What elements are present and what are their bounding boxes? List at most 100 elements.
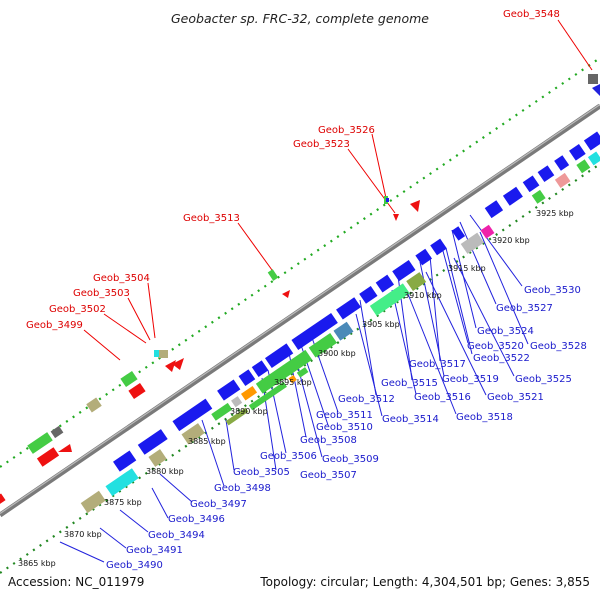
gene-blue bbox=[238, 369, 256, 387]
gene-pink bbox=[554, 172, 571, 188]
gene-label: Geob_3512 bbox=[338, 394, 395, 405]
gene-blue bbox=[359, 285, 378, 304]
kbp-label: 3890 kbp bbox=[230, 407, 268, 416]
gene-label: Geob_3527 bbox=[496, 303, 553, 314]
map-title: Geobacter sp. FRC-32, complete genome bbox=[171, 11, 429, 26]
gene-orange bbox=[288, 374, 297, 384]
kbp-label: 3920 kbp bbox=[492, 236, 530, 245]
outer-gene-track bbox=[0, 74, 600, 507]
gene-red-arrow bbox=[282, 290, 290, 298]
gene-label: Geob_3518 bbox=[456, 412, 513, 423]
kbp-label: 3865 kbp bbox=[18, 559, 56, 568]
gene-label: Geob_3499 bbox=[26, 320, 83, 331]
gene-label: Geob_3514 bbox=[382, 414, 439, 425]
gene-red-arrow bbox=[58, 444, 72, 452]
inner-gene-band bbox=[80, 131, 600, 514]
gene-label: Geob_3522 bbox=[473, 353, 530, 364]
gene-blue bbox=[137, 429, 168, 455]
gene-blue bbox=[386, 198, 389, 202]
gene-blue bbox=[554, 155, 570, 171]
accession-text: Accession: NC_011979 bbox=[8, 575, 144, 589]
gene-khaki bbox=[80, 490, 106, 514]
gene-orange bbox=[240, 385, 258, 401]
gene-blue bbox=[251, 360, 269, 378]
gene-blue bbox=[415, 248, 433, 266]
gene-red bbox=[36, 447, 60, 467]
gene-blue-arrow bbox=[592, 84, 600, 96]
gene-blue bbox=[522, 175, 540, 193]
gene-red bbox=[0, 493, 6, 507]
gene-green-light bbox=[369, 283, 410, 316]
gene-blue bbox=[291, 312, 338, 350]
gene-magenta bbox=[480, 224, 495, 239]
kbp-label: 3895 kbp bbox=[274, 378, 312, 387]
gene-label: Geob_3498 bbox=[214, 483, 271, 494]
gene-red-arrow bbox=[172, 358, 184, 370]
gene-green bbox=[27, 432, 53, 454]
gene-label: Geob_3496 bbox=[168, 514, 225, 525]
gene-gray bbox=[50, 425, 64, 439]
gene-label: Geob_3525 bbox=[515, 374, 572, 385]
gene-label: Geob_3503 bbox=[73, 288, 130, 299]
gene-khaki bbox=[86, 397, 102, 413]
gene-blue bbox=[502, 186, 523, 206]
gene-label: Geob_3504 bbox=[93, 273, 150, 284]
gene-green bbox=[120, 370, 138, 388]
blue-gene-labels: Geob_3530 Geob_3527 Geob_3528 Geob_3524 … bbox=[106, 285, 587, 571]
gene-label: Geob_3507 bbox=[300, 470, 357, 481]
gene-blue bbox=[430, 238, 447, 256]
gene-khaki bbox=[148, 449, 167, 467]
gene-label: Geob_3530 bbox=[524, 285, 581, 296]
gene-label: Geob_3491 bbox=[126, 545, 183, 556]
gene-label: Geob_3510 bbox=[316, 422, 373, 433]
gene-green bbox=[308, 332, 337, 358]
gene-green bbox=[248, 381, 287, 411]
gene-label: Geob_3519 bbox=[442, 374, 499, 385]
gene-red-arrow bbox=[410, 200, 420, 212]
kbp-label: 3925 kbp bbox=[536, 209, 574, 218]
red-gene-labels: Geob_3548 Geob_3526 Geob_3523 Geob_3513 … bbox=[26, 9, 560, 331]
kbp-label: 3905 kbp bbox=[362, 320, 400, 329]
gene-green bbox=[255, 349, 313, 394]
gene-label: Geob_3513 bbox=[183, 213, 240, 224]
gene-green bbox=[267, 269, 279, 281]
gene-blue bbox=[113, 450, 137, 472]
gene-green bbox=[576, 159, 591, 174]
kbp-label: 3870 kbp bbox=[64, 530, 102, 539]
gene-cyan bbox=[105, 468, 139, 497]
topology-text: Topology: circular; Length: 4,304,501 bp… bbox=[259, 575, 590, 589]
gene-gray bbox=[231, 396, 243, 408]
gene-gray bbox=[588, 74, 598, 84]
gene-label: Geob_3509 bbox=[322, 454, 379, 465]
gene-label: Geob_3521 bbox=[487, 392, 544, 403]
kbp-label: 3900 kbp bbox=[318, 349, 356, 358]
gene-label: Geob_3520 bbox=[467, 341, 524, 352]
gene-green bbox=[296, 367, 309, 378]
genome-backbone bbox=[0, 103, 600, 518]
gene-blue bbox=[172, 398, 213, 432]
gene-label: Geob_3526 bbox=[318, 125, 375, 136]
kbp-label: 3875 kbp bbox=[104, 498, 142, 507]
gene-olive bbox=[225, 407, 249, 426]
outer-tick-row bbox=[0, 57, 600, 468]
gene-blue bbox=[484, 200, 504, 219]
gene-green bbox=[531, 189, 546, 204]
gene-label: Geob_3528 bbox=[530, 341, 587, 352]
gene-blue bbox=[265, 343, 294, 368]
gene-cyan bbox=[154, 350, 159, 357]
gene-label: Geob_3516 bbox=[414, 392, 471, 403]
gene-label: Geob_3548 bbox=[503, 9, 560, 20]
kbp-label: 3880 kbp bbox=[146, 467, 184, 476]
gene-cyan bbox=[587, 151, 600, 166]
gene-label: Geob_3494 bbox=[148, 530, 205, 541]
gene-blue bbox=[375, 274, 395, 293]
gene-label: Geob_3523 bbox=[293, 139, 350, 150]
gene-red-arrow bbox=[393, 214, 399, 221]
kbp-labels: 3865 kbp 3870 kbp 3875 kbp 3880 kbp 3885… bbox=[18, 209, 574, 568]
gene-blue bbox=[583, 131, 600, 151]
kbp-label: 3915 kbp bbox=[448, 264, 486, 273]
gene-blue bbox=[336, 297, 361, 320]
gene-blue bbox=[392, 260, 416, 282]
gene-blue bbox=[537, 165, 555, 183]
